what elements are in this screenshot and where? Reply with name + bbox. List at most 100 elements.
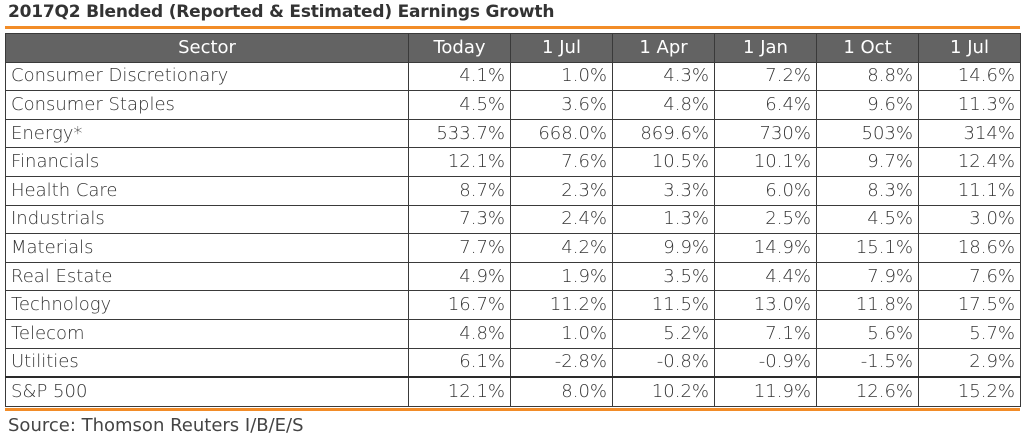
sector-cell: Real Estate [5, 261, 409, 292]
value-cell: 9.7% [816, 147, 919, 177]
value-cell: 2.5% [714, 204, 817, 235]
sector-cell: Energy* [5, 118, 409, 149]
value-cell: -0.8% [612, 347, 715, 378]
value-cell: 668.0% [510, 118, 613, 149]
sector-cell: Industrials [5, 204, 409, 235]
value-cell: 4.9% [408, 261, 511, 292]
value-cell: 15.2% [918, 376, 1021, 407]
table-body: Consumer Discretionary 4.1% 1.0% 4.3% 7.2% 8.… [5, 61, 1021, 407]
value-cell: 4.3% [612, 61, 715, 92]
value-cell: 10.5% [612, 147, 715, 177]
value-cell: 6.4% [714, 90, 817, 120]
table-row: Health Care 8.7% 2.3% 3.3% 6.0% 8.3% 11.1% [5, 175, 1021, 206]
value-cell: 4.4% [714, 261, 817, 292]
value-cell: 1.3% [612, 204, 715, 235]
value-cell: 10.1% [714, 147, 817, 177]
value-cell: 12.6% [816, 376, 919, 407]
sector-cell: Materials [5, 233, 409, 263]
value-cell: 4.8% [612, 90, 715, 120]
column-header: 1 Apr [612, 33, 715, 63]
table-row: Energy* 533.7% 668.0% 869.6% 730% 503% 314% [5, 118, 1021, 149]
table-row: Consumer Staples 4.5% 3.6% 4.8% 6.4% 9.6% 11.3… [5, 90, 1021, 120]
sector-cell: Utilities [5, 347, 409, 378]
value-cell: 4.8% [408, 318, 511, 349]
value-cell: 9.9% [612, 233, 715, 263]
value-cell: 16.7% [408, 290, 511, 320]
value-cell: 869.6% [612, 118, 715, 149]
value-cell: -2.8% [510, 347, 613, 378]
column-header: Sector [5, 33, 409, 63]
table-row: Technology 16.7% 11.2% 11.5% 13.0% 11.8% 17.5% [5, 290, 1021, 320]
value-cell: 12.1% [408, 376, 511, 407]
table-row: Real Estate 4.9% 1.9% 3.5% 4.4% 7.9% 7.6% [5, 261, 1021, 292]
value-cell: 314% [918, 118, 1021, 149]
value-cell: 7.1% [714, 318, 817, 349]
value-cell: 3.0% [918, 204, 1021, 235]
value-cell: 2.3% [510, 175, 613, 206]
value-cell: 8.8% [816, 61, 919, 92]
sector-cell: Financials [5, 147, 409, 177]
value-cell: 533.7% [408, 118, 511, 149]
value-cell: -0.9% [714, 347, 817, 378]
value-cell: 3.5% [612, 261, 715, 292]
sector-cell: Consumer Staples [5, 90, 409, 120]
column-header: 1 Jul [918, 33, 1021, 63]
value-cell: 5.6% [816, 318, 919, 349]
value-cell: 8.3% [816, 175, 919, 206]
value-cell: 8.7% [408, 175, 511, 206]
value-cell: 2.4% [510, 204, 613, 235]
value-cell: 3.6% [510, 90, 613, 120]
value-cell: 4.2% [510, 233, 613, 263]
value-cell: 11.8% [816, 290, 919, 320]
column-header: 1 Jul [510, 33, 613, 63]
sector-cell: Health Care [5, 175, 409, 206]
value-cell: 1.0% [510, 318, 613, 349]
value-cell: 730% [714, 118, 817, 149]
value-cell: 503% [816, 118, 919, 149]
value-cell: 6.0% [714, 175, 817, 206]
value-cell: 13.0% [714, 290, 817, 320]
value-cell: 1.0% [510, 61, 613, 92]
value-cell: 7.9% [816, 261, 919, 292]
value-cell: 3.3% [612, 175, 715, 206]
value-cell: 7.6% [918, 261, 1021, 292]
value-cell: 4.1% [408, 61, 511, 92]
value-cell: 11.2% [510, 290, 613, 320]
value-cell: 12.4% [918, 147, 1021, 177]
value-cell: 7.6% [510, 147, 613, 177]
value-cell: 4.5% [408, 90, 511, 120]
table-row: Industrials 7.3% 2.4% 1.3% 2.5% 4.5% 3.0% [5, 204, 1021, 235]
value-cell: 4.5% [816, 204, 919, 235]
value-cell: 5.7% [918, 318, 1021, 349]
value-cell: 7.2% [714, 61, 817, 92]
value-cell: 10.2% [612, 376, 715, 407]
table-row: Telecom 4.8% 1.0% 5.2% 7.1% 5.6% 5.7% [5, 318, 1021, 349]
table-row: Consumer Discretionary 4.1% 1.0% 4.3% 7.2% 8.… [5, 61, 1021, 92]
value-cell: 11.3% [918, 90, 1021, 120]
value-cell: 17.5% [918, 290, 1021, 320]
value-cell: 18.6% [918, 233, 1021, 263]
value-cell: 15.1% [816, 233, 919, 263]
table-title: 2017Q2 Blended (Reported & Estimated) Ea… [8, 2, 555, 22]
value-cell: 11.5% [612, 290, 715, 320]
total-row: S&P 500 12.1% 8.0% 10.2% 11.9% 12.6% 15.2% [5, 376, 1021, 407]
sector-cell: S&P 500 [5, 376, 409, 407]
value-cell: 8.0% [510, 376, 613, 407]
sector-cell: Telecom [5, 318, 409, 349]
value-cell: 14.9% [714, 233, 817, 263]
sector-cell: Consumer Discretionary [5, 61, 409, 92]
value-cell: 1.9% [510, 261, 613, 292]
sector-cell: Technology [5, 290, 409, 320]
top-accent-rule [5, 26, 1020, 29]
header-row: Sector Today 1 Jul 1 Apr 1 Jan 1 Oct 1 Jul [5, 33, 1021, 63]
value-cell: 2.9% [918, 347, 1021, 378]
bottom-accent-rule [5, 408, 1020, 411]
value-cell: 9.6% [816, 90, 919, 120]
earnings-growth-table: Sector Today 1 Jul 1 Apr 1 Jan 1 Oct 1 Jul Con… [5, 33, 1021, 407]
value-cell: 12.1% [408, 147, 511, 177]
table-row: Financials 12.1% 7.6% 10.5% 10.1% 9.7% 12.4% [5, 147, 1021, 177]
column-header: 1 Oct [816, 33, 919, 63]
column-header: Today [408, 33, 511, 63]
value-cell: 7.7% [408, 233, 511, 263]
column-header: 1 Jan [714, 33, 817, 63]
